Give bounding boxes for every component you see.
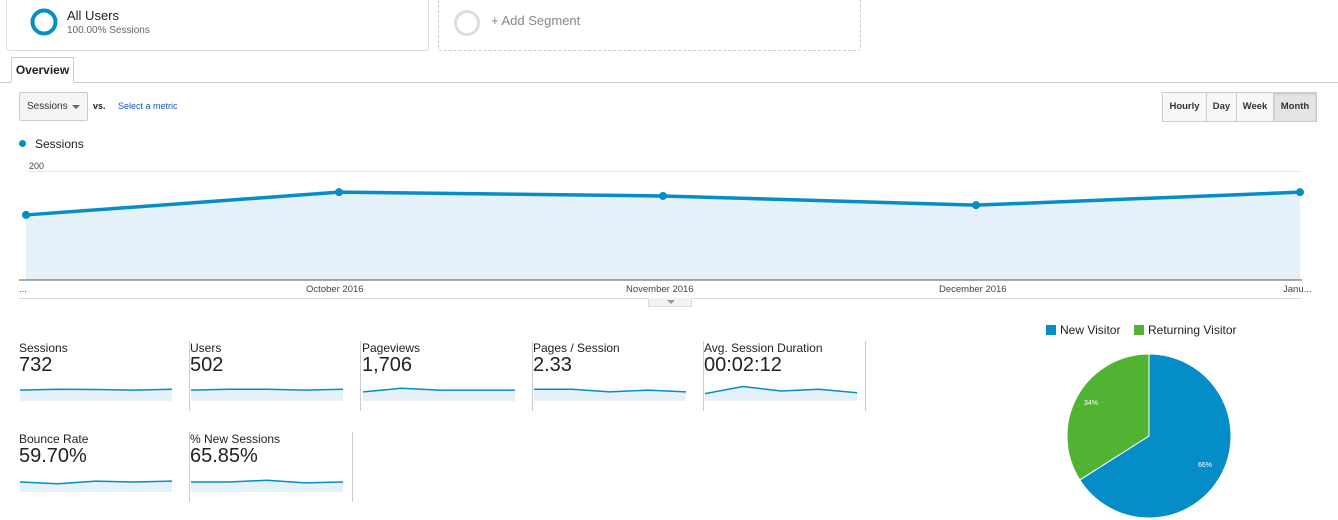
metric-value: 732	[19, 354, 53, 376]
returning-visitor-legend-label[interactable]: Returning Visitor	[1148, 323, 1237, 337]
x-tick-label-nov: November 2016	[626, 284, 694, 295]
x-tick-label-dec: December 2016	[939, 284, 1007, 295]
metric-value: 502	[190, 354, 224, 376]
metric-label: Pages / Session	[533, 341, 620, 355]
metric-sessions[interactable]: Sessions 732	[19, 341, 190, 411]
pie-label-returning: 34%	[1084, 400, 1099, 407]
pie-label-new: 66%	[1198, 462, 1213, 469]
sparkline	[20, 480, 172, 492]
chevron-down-icon	[72, 105, 80, 109]
sparkline	[534, 388, 686, 401]
metric-pages-per-session[interactable]: Pages / Session 2.33	[533, 341, 704, 411]
sparkline-line	[20, 480, 172, 485]
collapse-chart-toggle[interactable]	[648, 298, 692, 307]
add-segment-button[interactable]: + Add Segment	[438, 0, 861, 51]
sessions-legend-dot	[19, 140, 26, 147]
segment-subtitle: 100.00% Sessions	[67, 25, 150, 36]
sessions-data-point	[335, 188, 343, 197]
metric-value: 1,706	[362, 354, 413, 376]
new-visitor-legend-swatch	[1046, 325, 1056, 335]
metric-dropdown-value: Sessions	[27, 101, 68, 112]
day-button[interactable]: Day	[1206, 92, 1237, 122]
x-tick-label-oct: October 2016	[306, 284, 364, 295]
metric-label: Sessions	[19, 341, 68, 355]
metric-label: Pageviews	[362, 341, 421, 355]
x-tick-label-start: ...	[19, 284, 27, 295]
segment-all-users[interactable]: All Users 100.00% Sessions	[6, 0, 429, 51]
metric-avg-session-duration[interactable]: Avg. Session Duration 00:02:12	[704, 341, 866, 411]
sparkline-area	[191, 389, 343, 401]
segment-title: All Users	[67, 8, 120, 23]
tab-bar-divider	[0, 82, 1338, 83]
sparkline	[20, 388, 172, 401]
y-tick-label-200: 200	[29, 161, 45, 171]
time-granularity-group: Hourly Day Week Month	[1162, 92, 1317, 122]
add-segment-label: + Add Segment	[491, 13, 581, 28]
sparkline-area	[534, 389, 686, 401]
returning-visitor-legend-swatch	[1134, 325, 1144, 335]
metric-label: Bounce Rate	[19, 432, 89, 446]
pie-slice-new-visitor	[1079, 353, 1232, 519]
segment-ring-icon	[30, 8, 58, 36]
sessions-data-point	[972, 201, 980, 210]
metric-users[interactable]: Users 502	[190, 341, 361, 411]
sparkline-area	[705, 386, 857, 401]
week-button[interactable]: Week	[1236, 92, 1274, 122]
metric-value: 59.70%	[19, 445, 87, 467]
sessions-data-point	[22, 210, 30, 219]
empty-segment-ring-icon	[454, 10, 480, 36]
metric-pageviews[interactable]: Pageviews 1,706	[362, 341, 533, 411]
sessions-data-point	[659, 191, 667, 200]
sparkline-area	[363, 388, 515, 401]
metric-dropdown[interactable]: Sessions	[19, 92, 88, 121]
sparkline	[191, 388, 343, 401]
metric-value: 65.85%	[190, 445, 258, 467]
metric-value: 00:02:12	[704, 354, 782, 376]
sparkline	[191, 479, 343, 492]
metric-value: 2.33	[533, 354, 572, 376]
metric-label: % New Sessions	[190, 432, 281, 446]
sparkline-line	[705, 385, 857, 395]
pie-slice-returning-visitor	[1066, 353, 1150, 481]
metric-label: Users	[190, 341, 222, 355]
new-visitor-legend-label[interactable]: New Visitor	[1060, 323, 1121, 337]
vs-label: vs.	[93, 101, 106, 111]
metric-bounce-rate[interactable]: Bounce Rate 59.70%	[19, 432, 190, 502]
sparkline-line	[20, 388, 172, 391]
sessions-data-point	[1296, 188, 1304, 197]
select-metric-link[interactable]: Select a metric	[118, 101, 178, 111]
chevron-down-icon	[667, 300, 675, 304]
month-button[interactable]: Month	[1273, 92, 1317, 122]
metric-label: Avg. Session Duration	[704, 341, 823, 355]
sessions-legend-label[interactable]: Sessions	[35, 137, 84, 151]
sessions-line-chart	[19, 171, 1304, 281]
sparkline-area	[20, 389, 172, 401]
sparkline	[363, 387, 515, 401]
x-tick-label-jan: Janu...	[1283, 284, 1312, 295]
sparkline-line	[191, 479, 343, 484]
sparkline-line	[191, 388, 343, 391]
sessions-area-fill	[26, 192, 1300, 280]
metric-new-sessions[interactable]: % New Sessions 65.85%	[190, 432, 353, 502]
sparkline	[705, 385, 857, 401]
hourly-button[interactable]: Hourly	[1162, 92, 1207, 122]
sparkline-line	[363, 387, 515, 393]
sparkline-line	[534, 388, 686, 393]
visitor-type-pie-chart	[1066, 353, 1232, 519]
tab-overview[interactable]: Overview	[11, 57, 74, 83]
